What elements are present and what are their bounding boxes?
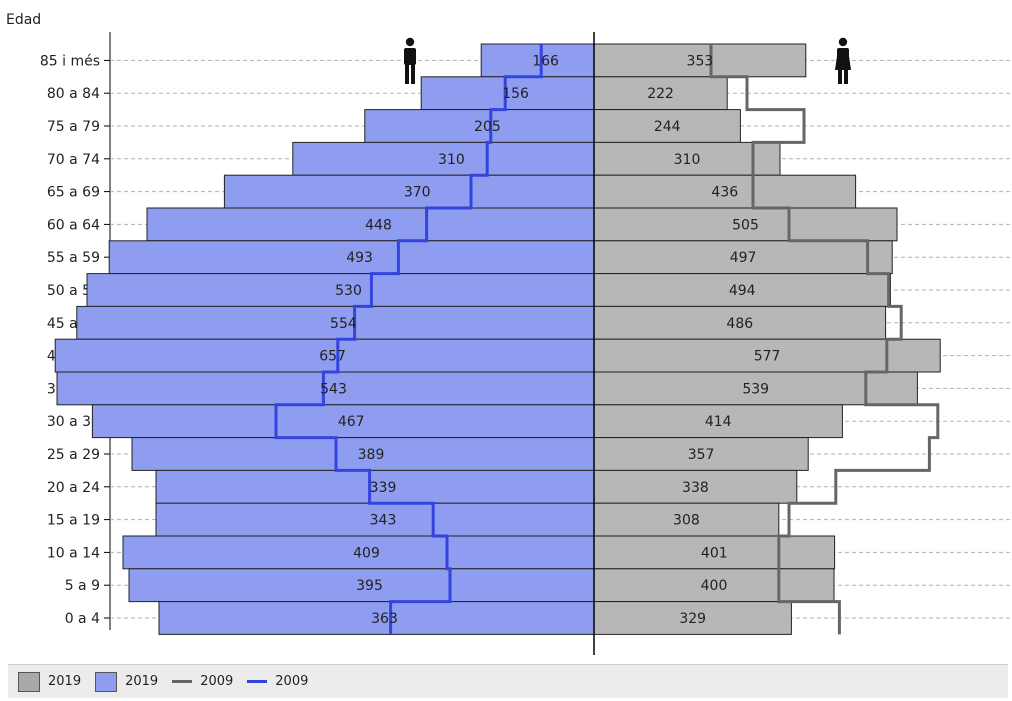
bar-right (593, 305, 887, 340)
legend-label: 2019 (125, 674, 159, 689)
data-label-right: 486 (726, 316, 753, 332)
data-label-left: 370 (404, 185, 431, 201)
bar-right (593, 404, 843, 439)
bar-right (593, 568, 835, 603)
bar-right (593, 502, 780, 537)
data-label-right: 308 (673, 513, 700, 529)
bar-left (91, 404, 595, 439)
bar-left (122, 535, 595, 570)
data-label-left: 205 (474, 119, 501, 135)
data-label-left: 409 (353, 545, 380, 561)
data-label-right: 539 (742, 381, 769, 397)
bar-left (420, 76, 595, 111)
y-tick-label: 70 a 74 (47, 152, 100, 168)
data-label-left: 543 (320, 381, 347, 397)
data-label-left: 657 (319, 349, 346, 365)
data-label-right: 400 (701, 578, 728, 594)
y-tick-label: 75 a 79 (47, 119, 100, 135)
data-label-left: 343 (370, 513, 397, 529)
data-label-right: 338 (682, 480, 709, 496)
legend-swatch (18, 671, 40, 692)
bar-right (593, 207, 898, 242)
male-figure-icon (404, 37, 416, 84)
data-label-right: 436 (711, 185, 738, 201)
data-label-right: 401 (701, 545, 728, 561)
data-label-left: 156 (502, 86, 529, 102)
y-tick-label: 25 a 29 (47, 447, 100, 463)
data-label-left: 448 (365, 217, 392, 233)
bar-left (158, 601, 595, 635)
y-tick-label: 85 i més (40, 53, 100, 69)
data-label-right: 222 (647, 86, 674, 102)
bar-left (223, 174, 595, 209)
data-label-left: 395 (356, 578, 383, 594)
legend-line-swatch (172, 680, 193, 683)
bar-left (292, 141, 595, 176)
bar-left (364, 109, 595, 143)
bar-right (593, 174, 857, 209)
legend-item-2009-left-line[interactable]: 2009 (247, 674, 308, 689)
data-label-left: 339 (370, 480, 397, 496)
y-axis-title: Edad (6, 12, 42, 28)
data-label-right: 310 (674, 152, 701, 168)
legend: 2019 2019 2009 2009 (8, 664, 1008, 698)
legend-item-2019-right[interactable]: 2019 (18, 671, 82, 692)
data-label-left: 389 (358, 447, 385, 463)
legend-label: 2009 (200, 674, 234, 689)
legend-label: 2009 (275, 674, 309, 689)
legend-item-2009-right-line[interactable]: 2009 (172, 674, 233, 689)
legend-item-2019-left[interactable]: 2019 (95, 671, 159, 692)
data-label-right: 494 (729, 283, 756, 299)
y-tick-label: 55 a 59 (47, 250, 100, 266)
y-tick-label: 20 a 24 (47, 480, 100, 496)
legend-line-swatch (247, 680, 268, 683)
bar-left (146, 207, 595, 242)
data-label-right: 414 (705, 414, 732, 430)
data-label-left: 530 (335, 283, 362, 299)
y-tick-label: 30 a 34 (47, 414, 100, 430)
data-label-right: 497 (730, 250, 757, 266)
y-tick-label: 15 a 19 (47, 513, 100, 529)
legend-swatch (95, 671, 118, 692)
y-tick-label: 65 a 69 (47, 185, 100, 201)
data-label-right: 353 (687, 53, 714, 69)
data-label-right: 357 (688, 447, 715, 463)
data-label-left: 467 (338, 414, 365, 430)
data-label-right: 577 (754, 349, 781, 365)
bar-right (593, 273, 891, 307)
y-tick-label: 80 a 84 (47, 86, 100, 102)
data-label-right: 329 (679, 611, 706, 627)
data-label-left: 166 (532, 53, 559, 69)
data-label-left: 554 (330, 316, 357, 332)
legend-label: 2019 (48, 674, 82, 689)
bar-right (593, 43, 807, 78)
female-figure-icon (835, 37, 851, 84)
bar-right (593, 141, 781, 176)
bar-right (593, 601, 792, 635)
y-tick-label: 10 a 14 (47, 545, 100, 561)
y-tick-label: 60 a 64 (47, 217, 100, 233)
population-pyramid-chart: 85 i més 80 a 84 75 a 79 70 a 74 65 a 69 60 a… (40, 32, 1010, 655)
y-tick-label: 5 a 9 (65, 578, 100, 594)
bar-left (155, 502, 595, 537)
data-label-left: 363 (371, 611, 398, 627)
series-line-2009-left (274, 44, 543, 635)
data-label-right: 244 (654, 119, 681, 135)
bar-right (593, 109, 741, 143)
bar-left (76, 305, 595, 340)
bar-left (131, 437, 595, 471)
data-label-right: 505 (732, 217, 759, 233)
data-label-left: 493 (346, 250, 373, 266)
bar-right (593, 240, 893, 275)
series-line-2009-right (709, 44, 940, 635)
y-tick-label: 0 a 4 (65, 611, 100, 627)
data-label-left: 310 (438, 152, 465, 168)
